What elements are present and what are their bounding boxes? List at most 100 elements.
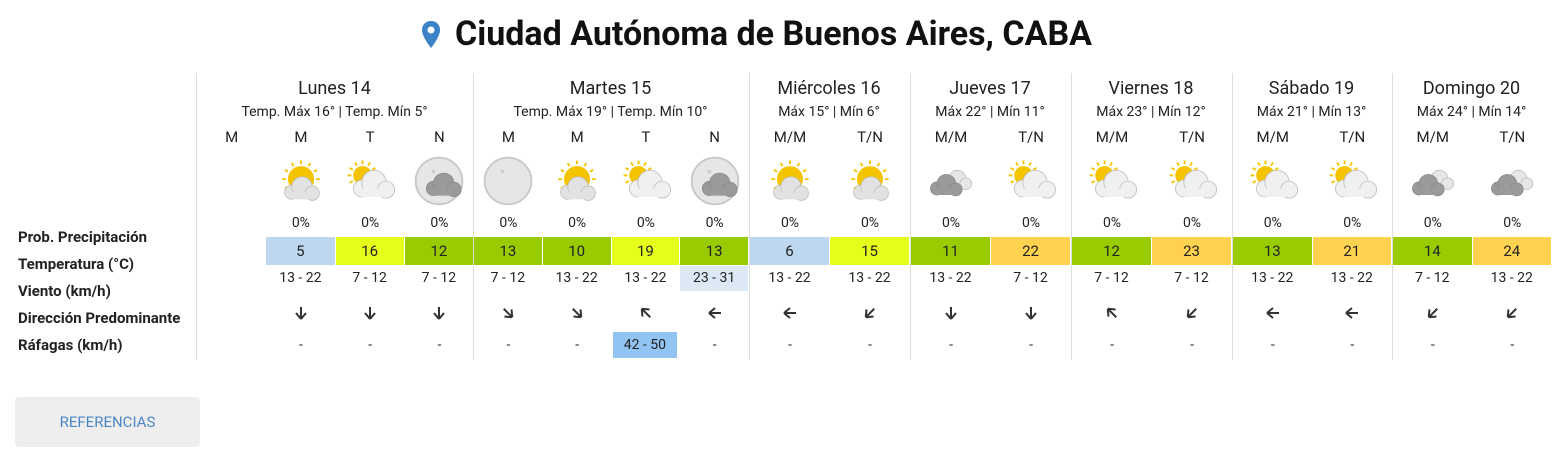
cloud (560, 176, 596, 201)
precipitation: 0% (499, 215, 518, 231)
precipitation: 0% (291, 215, 310, 231)
wind: 13 - 22 (768, 270, 811, 286)
separator (196, 73, 197, 360)
cloud (284, 176, 320, 201)
day-name: Lunes 14 (298, 78, 371, 99)
icon-graphic (1250, 160, 1298, 199)
temperature-cell: 19 (611, 237, 680, 265)
row-label: Dirección Predominante (18, 309, 181, 327)
location-pin (422, 21, 440, 48)
wind: 7 - 12 (490, 270, 526, 286)
references-button[interactable]: REFERENCIAS (15, 397, 200, 447)
weather-icon (687, 153, 743, 209)
separator (1392, 73, 1393, 360)
separator (749, 73, 750, 360)
day-summary: Temp. Máx 19° | Temp. Mín 10° (513, 104, 708, 120)
arrow (1025, 307, 1037, 320)
wind-direction (1183, 304, 1201, 322)
temperature-cell: 5 (266, 237, 335, 265)
icon-graphic (484, 156, 533, 206)
precipitation: 0% (780, 215, 800, 231)
period-label: M/M (1256, 128, 1289, 146)
icon-graphic (347, 160, 396, 199)
day-summary: Temp. Máx 16° | Temp. Mín 5° (241, 104, 428, 120)
gusts: - (1510, 337, 1515, 353)
period-label: M/M (773, 128, 807, 146)
icon-graphic (771, 160, 809, 201)
wind: 13 - 22 (624, 270, 667, 286)
cloud (1255, 169, 1298, 199)
arrow (433, 307, 446, 320)
gusts: - (1430, 337, 1435, 353)
weather-icon (1245, 153, 1301, 209)
period-label: M (225, 128, 239, 146)
wind: 13 - 22 (848, 270, 891, 286)
cloud (1175, 169, 1218, 199)
period-label: T/N (1018, 128, 1044, 146)
weather-icon (618, 153, 674, 209)
wind: 13 - 22 (1251, 270, 1294, 286)
wind-direction (1503, 304, 1521, 322)
icon-graphic (1491, 169, 1534, 197)
temperature-cell: 22 (991, 237, 1070, 265)
wind-direction (292, 304, 310, 322)
icon-graphic (1008, 160, 1057, 199)
wind-direction (361, 304, 379, 322)
weather-icon (923, 153, 979, 209)
gusts: - (437, 337, 442, 353)
title: Ciudad Autónoma de Buenos Aires, CABA (455, 14, 1092, 54)
separator (1232, 73, 1233, 360)
wind-direction (1424, 304, 1442, 322)
gusts: - (1350, 337, 1355, 353)
gusts: - (298, 337, 303, 353)
wind-direction (706, 304, 724, 322)
gusts: - (712, 337, 717, 353)
temperature-cell: 14 (1393, 237, 1472, 265)
cloud (853, 176, 889, 201)
weather-icon (549, 153, 605, 209)
wind: 13 - 22 (1330, 270, 1373, 286)
day-name: Domingo 20 (1422, 78, 1521, 99)
day-summary: Máx 22° | Mín 11° (935, 104, 1045, 120)
wind: 7 - 12 (1013, 270, 1048, 286)
precipitation: 0% (1021, 215, 1041, 231)
gusts: - (1190, 337, 1194, 353)
weather-icon (1164, 153, 1220, 209)
precipitation: 0% (636, 215, 655, 231)
wind: 7 - 12 (1415, 270, 1450, 286)
arrow (1106, 307, 1117, 318)
temperature-cell: 12 (1072, 237, 1151, 265)
wind: 13 - 22 (555, 270, 598, 286)
cloud (1014, 169, 1057, 199)
arrow (572, 308, 583, 319)
wind: 13 - 22 (929, 270, 972, 286)
precipitation: 0% (1102, 215, 1122, 231)
cloud (930, 174, 963, 197)
wind: 7 - 12 (421, 270, 457, 286)
day-summary: Máx 21° | Mín 13° (1256, 104, 1367, 120)
gusts: 42 - 50 (612, 332, 678, 358)
icon-graphic (690, 156, 739, 206)
weather-icon (1003, 153, 1059, 209)
wind-direction (781, 304, 799, 322)
cloud (773, 176, 809, 201)
gusts: - (506, 337, 511, 353)
wind: 13 - 22 (279, 270, 322, 286)
icon-graphic (930, 169, 973, 197)
day-summary: Máx 15° | Mín 6° (778, 104, 880, 120)
row-label: Prob. Precipitación (18, 228, 147, 246)
gusts: - (949, 337, 953, 353)
wind-direction (430, 304, 448, 322)
cloud (628, 169, 671, 199)
temperature-cell: 23 (1152, 237, 1231, 265)
wind: 7 - 12 (1094, 270, 1129, 286)
temperature-cell: 15 (830, 237, 909, 265)
arrow (864, 308, 875, 319)
separator (910, 73, 911, 360)
icon-graphic (415, 156, 464, 206)
weather-icon (762, 153, 818, 209)
arrow (640, 307, 651, 318)
weather-icon (1324, 153, 1380, 209)
cloud (1335, 169, 1378, 199)
day-summary: Máx 24° | Mín 14° (1416, 104, 1527, 120)
